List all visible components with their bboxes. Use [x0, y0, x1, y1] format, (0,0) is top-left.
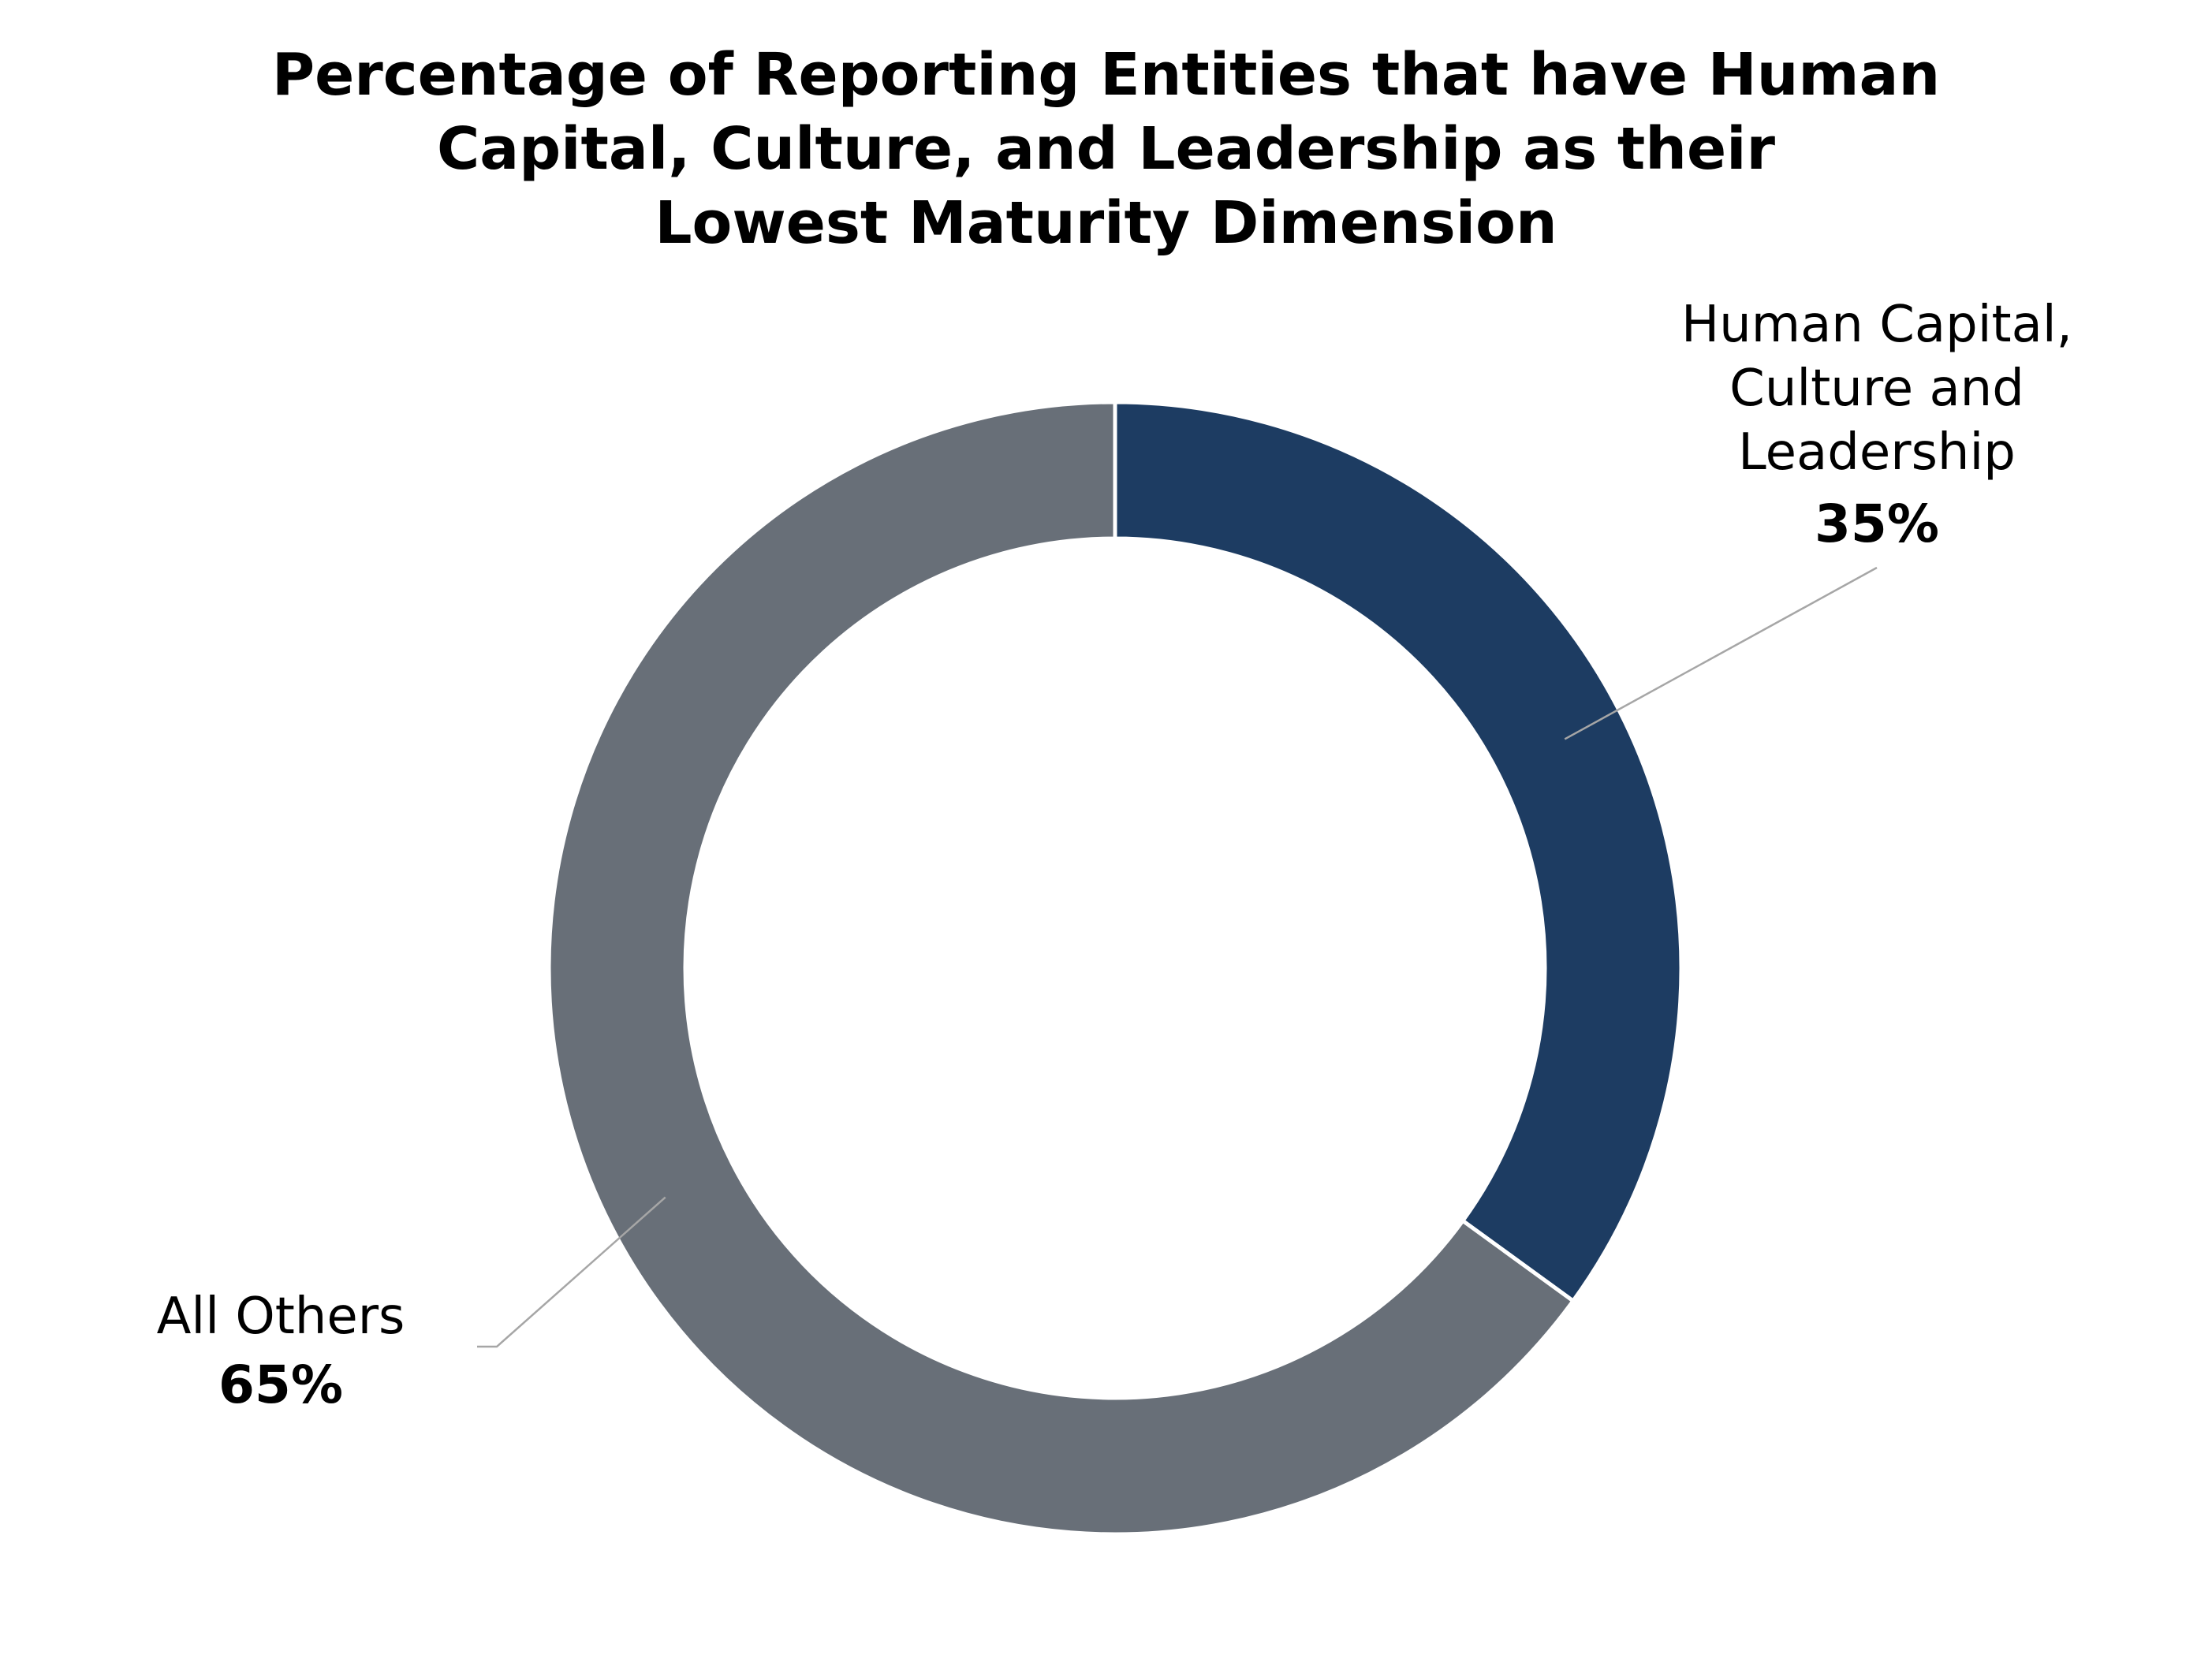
chart-title-line-1: Percentage of Reporting Entities that ha… [271, 41, 1941, 109]
donut-slices [546, 400, 1684, 1537]
chart-title-line-3: Lowest Maturity Dimension [655, 189, 1557, 257]
chart-title-line-2: Capital, Culture, and Leadership as thei… [436, 115, 1776, 183]
slice-value-human-capital: 35% [1815, 494, 1939, 554]
leader-line-human-capital [1564, 566, 1878, 740]
slice-label-all-others: All Others [157, 1287, 405, 1346]
slice-label-human-capital-line-2: Culture and [1729, 360, 2024, 418]
donut-slice-human-capital [1113, 400, 1684, 1304]
leader-lines [477, 566, 1878, 1348]
donut-slice-all-others [546, 400, 1576, 1537]
slice-label-human-capital-line-1: Human Capital, [1681, 296, 2072, 354]
leader-line-all-others [477, 1196, 666, 1348]
slice-label-human-capital-line-3: Leadership [1738, 423, 2016, 482]
chart-title: Percentage of Reporting Entities that ha… [0, 38, 2212, 260]
slice-value-all-others: 65% [218, 1355, 343, 1415]
